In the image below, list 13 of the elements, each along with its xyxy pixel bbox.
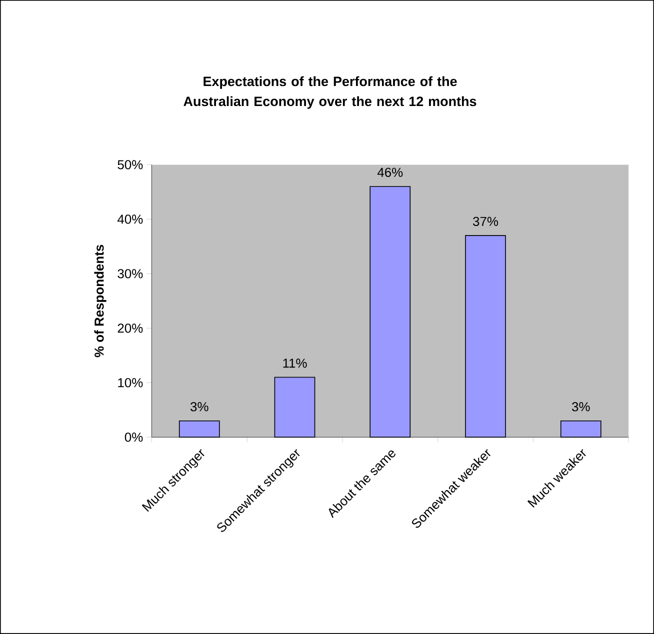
y-tick-label: 20%	[118, 324, 143, 333]
y-tick-label: 30%	[118, 269, 143, 278]
data-label: 46%	[377, 168, 403, 177]
data-label: 3%	[190, 402, 208, 412]
y-tick-label: 50%	[118, 160, 143, 170]
y-tick-label: 40%	[117, 214, 143, 224]
chart-title: Expectations of the Performance of the Australian Economy over the next 12 months	[184, 76, 476, 109]
y-axis-title: % of Respondents	[94, 244, 106, 358]
y-tick-label: 10%	[118, 378, 143, 388]
data-label: 37%	[473, 216, 498, 226]
y-tick-label: 0%	[124, 432, 143, 442]
data-label: 11%	[283, 358, 307, 368]
data-label: 3%	[572, 402, 590, 412]
